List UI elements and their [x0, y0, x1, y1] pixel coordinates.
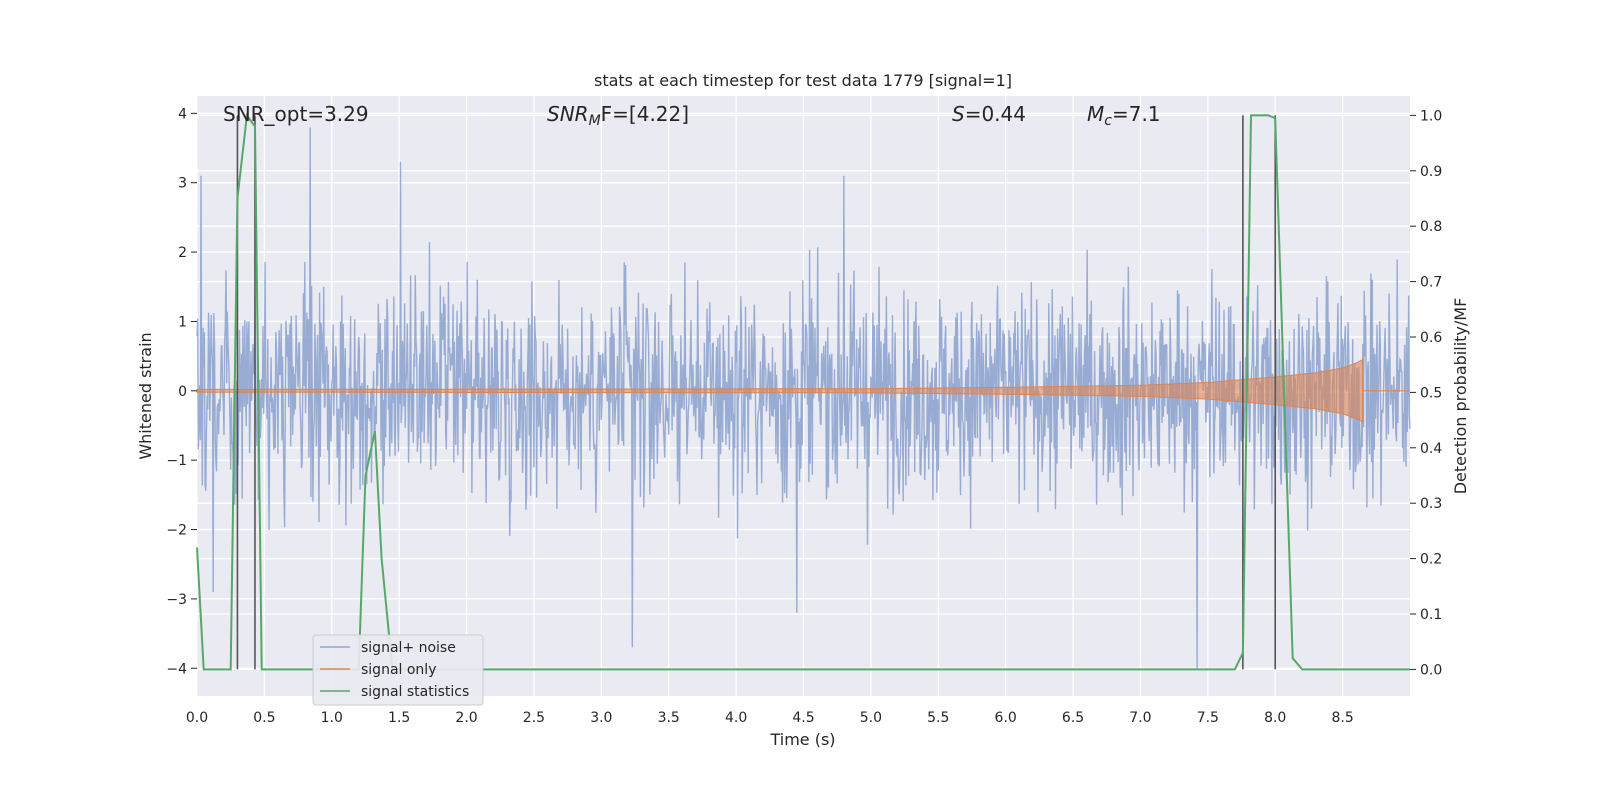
y2-axis-label: Detection probability/MF [1451, 298, 1470, 495]
y2-tick-label: 0.9 [1420, 164, 1442, 180]
x-tick-label: 2.0 [455, 710, 477, 726]
x-tick-label: 1.0 [321, 710, 343, 726]
y-tick-label: 0 [178, 384, 187, 400]
y-axis-label: Whitened strain [136, 332, 155, 459]
annotation-s-italic: S [952, 102, 965, 126]
annotation-mc-italic: M [1087, 102, 1104, 126]
y-tick-label: 3 [178, 176, 187, 192]
x-tick-label: 4.0 [725, 710, 747, 726]
series-signal-only [196, 358, 1410, 423]
series-signal-statistics [196, 112, 1410, 671]
x-tick-label: 0.0 [186, 710, 208, 726]
y2-tick-label: 0.2 [1420, 552, 1442, 568]
y2-tick-label: 0.0 [1420, 662, 1442, 678]
x-tick-label: 3.5 [658, 710, 680, 726]
y2-tick-label: 0.4 [1420, 441, 1442, 457]
series-signal-plus-noise [196, 127, 1411, 669]
x-tick-label: 2.5 [523, 710, 545, 726]
annotation-s-value: =0.44 [965, 102, 1026, 126]
legend-label-signal: signal only [361, 662, 436, 678]
y-axis-left: −4 −3 −2 −1 0 1 2 3 4 [166, 106, 197, 677]
y2-tick-label: 1.0 [1420, 108, 1442, 124]
signal-envelope [196, 358, 1364, 423]
x-tick-label: 8.5 [1331, 710, 1353, 726]
x-tick-label: 6.5 [1062, 710, 1084, 726]
y-tick-label: −2 [166, 523, 187, 539]
x-axis-label: Time (s) [769, 730, 835, 749]
legend-label-noise: signal+ noise [361, 640, 456, 656]
y2-tick-label: 0.1 [1420, 607, 1442, 623]
y-tick-label: 2 [178, 245, 187, 261]
annotation-s: S=0.44 [952, 102, 1026, 126]
y2-tick-label: 0.5 [1420, 385, 1442, 401]
legend-label-stats: signal statistics [361, 684, 469, 700]
plot-area [196, 112, 1411, 671]
x-axis: 0.0 0.5 1.0 1.5 2.0 2.5 3.0 3.5 4.0 4.5 5.0 5.5 6.0 6… [186, 710, 1354, 726]
legend: signal+ noise signal only signal statist… [312, 634, 484, 706]
annotation-snr-mf-pre: SNR [547, 102, 589, 126]
y2-tick-label: 0.6 [1420, 330, 1442, 346]
x-tick-label: 0.5 [253, 710, 275, 726]
annotation-mc-sub: c [1104, 113, 1112, 129]
x-tick-label: 8.0 [1264, 710, 1286, 726]
x-tick-label: 5.5 [927, 710, 949, 726]
noise-line [196, 127, 1411, 669]
annotation-mc: Mc=7.1 [1087, 102, 1161, 129]
annotation-snr-mf-sub: M [589, 113, 601, 129]
x-tick-label: 4.5 [792, 710, 814, 726]
legend-box [312, 634, 484, 706]
y-tick-label: −4 [166, 661, 187, 677]
stats-line [196, 112, 1410, 671]
x-tick-label: 7.5 [1197, 710, 1219, 726]
y2-tick-label: 0.3 [1420, 496, 1442, 512]
x-tick-label: 3.0 [590, 710, 612, 726]
annotation-mc-value: =7.1 [1112, 102, 1161, 126]
x-tick-label: 5.0 [860, 710, 882, 726]
x-tick-label: 7.0 [1129, 710, 1151, 726]
y2-tick-label: 0.8 [1420, 219, 1442, 235]
y-tick-label: 4 [178, 106, 187, 122]
annotation-snr-mf-post: F=[4.22] [601, 102, 689, 126]
y-tick-label: 1 [178, 314, 187, 330]
y-tick-label: −1 [166, 453, 187, 469]
annotation-snr-opt: SNR_opt=3.29 [223, 102, 369, 126]
y-tick-label: −3 [166, 592, 187, 608]
chart-title: stats at each timestep for test data 177… [594, 71, 1012, 90]
annotation-snr-mf: SNRMF=[4.22] [547, 102, 689, 129]
grid [196, 96, 1410, 696]
x-tick-label: 6.0 [995, 710, 1017, 726]
y-axis-right: 0.0 0.1 0.2 0.3 0.4 0.5 0.6 0.7 0.8 0.9 1.0 [1410, 108, 1442, 678]
y2-tick-label: 0.7 [1420, 275, 1442, 291]
x-tick-label: 1.5 [388, 710, 410, 726]
